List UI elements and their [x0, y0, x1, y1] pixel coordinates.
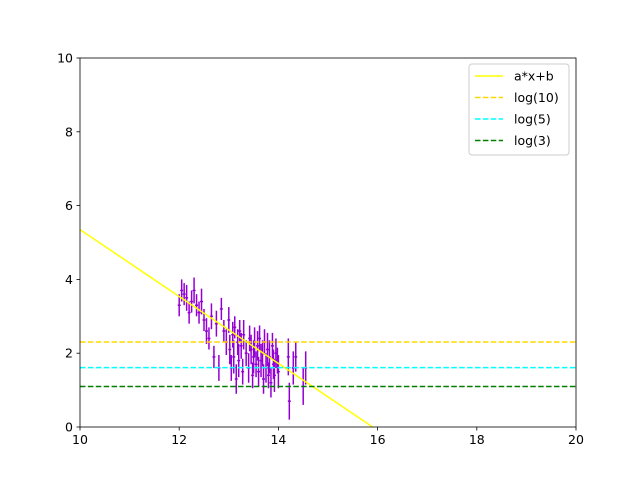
data-point-58: [276, 355, 280, 389]
data-point-50: [266, 362, 270, 389]
data-point-2: [182, 283, 186, 306]
legend-label-0: a*x+b: [514, 69, 554, 84]
data-point-3: [185, 284, 189, 311]
data-point-53: [270, 332, 274, 359]
data-point-62: [294, 342, 298, 372]
data-point-31: [241, 358, 245, 385]
data-point-41: [256, 331, 260, 361]
data-point-14: [212, 345, 216, 368]
data-point-15: [214, 310, 218, 337]
data-point-7: [195, 294, 199, 317]
data-point-11: [204, 318, 208, 344]
data-point-20: [227, 307, 231, 333]
data-point-36: [249, 334, 253, 365]
data-point-42: [257, 356, 261, 387]
data-point-18: [222, 319, 226, 343]
y-tick-label-2: 4: [65, 272, 73, 287]
data-point-59: [286, 338, 290, 376]
x-tick-label-4: 18: [469, 432, 485, 447]
data-point-30: [239, 332, 243, 359]
data-point-4: [187, 301, 191, 324]
x-tick-label-5: 20: [568, 432, 584, 447]
data-point-12: [207, 327, 211, 350]
data-point-40: [254, 351, 258, 378]
legend-label-1: log(10): [514, 90, 559, 105]
data-point-28: [237, 343, 241, 378]
legend-label-2: log(5): [514, 112, 551, 127]
data-point-26: [234, 364, 238, 394]
y-tick-label-1: 2: [65, 346, 73, 361]
legend: a*x+b log(10) log(5) log(3): [468, 63, 570, 156]
data-point-13: [209, 303, 213, 330]
data-point-46: [262, 364, 266, 394]
legend-box: [468, 63, 570, 156]
data-point-29: [238, 319, 242, 343]
axes-frame: [79, 57, 577, 428]
data-point-49: [266, 332, 269, 367]
data-point-43: [258, 325, 262, 352]
data-point-0: [177, 294, 181, 317]
legend-label-3: log(3): [514, 133, 551, 148]
data-point-21: [228, 334, 232, 365]
data-point-33: [244, 340, 248, 367]
y-tick-label-5: 10: [57, 51, 73, 66]
y-tick-label-4: 8: [65, 124, 73, 139]
y-axis: 0 2 4 6 8 10: [57, 51, 80, 435]
data-point-52: [269, 367, 273, 398]
y-tick-label-0: 0: [65, 420, 73, 435]
data-point-32: [242, 319, 246, 350]
data-point-37: [251, 362, 255, 389]
data-point-6: [192, 277, 196, 304]
data-point-23: [231, 321, 235, 348]
x-tick-label-1: 12: [171, 432, 187, 447]
x-tick-label-3: 16: [370, 432, 386, 447]
y-tick-label-3: 6: [65, 198, 73, 213]
data-point-8: [197, 301, 201, 324]
data-point-17: [219, 297, 223, 320]
series-line-0: [80, 228, 374, 427]
data-point-60: [287, 382, 291, 420]
x-tick-label-2: 14: [270, 432, 286, 447]
data-point-5: [190, 290, 194, 313]
x-tick-label-0: 10: [72, 432, 88, 447]
x-axis: 10 12 14 16 18 20: [72, 427, 584, 447]
data-point-9: [200, 288, 204, 315]
plot-area: [80, 228, 576, 427]
